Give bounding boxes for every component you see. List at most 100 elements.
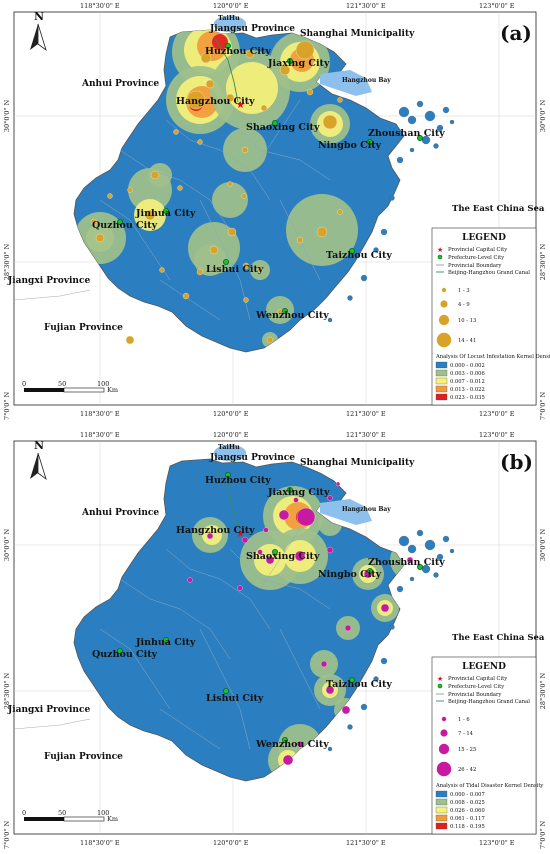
incidence-dot [296,507,316,527]
bottom-tick-label: 120°0'0" E [213,839,249,847]
prefecture-marker-icon [281,737,288,744]
left-tick-label: 28°30'0" N [3,672,11,709]
incidence-dot [380,603,390,613]
island [396,585,404,593]
county-boundary [119,149,231,231]
legend-prefecture-icon [437,683,443,689]
legend-density-title: Analysis Of Locust Infestation Kernel De… [435,354,550,360]
incidence-dot [263,527,269,533]
county-boundary [259,99,301,161]
density-hotspot [212,182,248,218]
county-boundary [165,548,271,630]
top-tick-label: 123°0'0" E [479,431,515,439]
left-tick-label: 27°0'0" N [3,392,11,420]
city-label-huzhou: Huzhou City [205,46,271,57]
legend-density-swatch [435,822,448,830]
legend-density-label: 0.061 - 0.117 [450,816,485,822]
incidence-dot [294,550,306,562]
incidence-dot [186,90,206,110]
scale-tick-50: 50 [58,380,66,388]
prefecture-marker-icon [222,258,229,265]
bottom-tick-label: 121°30'0" E [346,410,386,418]
legend-size-dot [436,332,452,348]
island [389,624,395,630]
incidence-dot [206,532,214,540]
island [449,548,455,554]
city-label-lishui: Lishui City [206,693,264,704]
legend-star-icon: ★ [437,246,443,254]
prefecture-marker-icon [224,471,231,478]
prefecture-marker-icon [117,648,124,655]
incidence-dot [182,292,190,300]
density-hotspot [194,244,226,276]
scale-tick-50: 50 [58,809,66,817]
incidence-dot [278,509,290,521]
north-label: N [34,10,44,23]
legend-size-dot [440,729,448,737]
prefecture-marker-icon [366,568,373,575]
legend-size-label: 1 - 3 [458,288,470,294]
incidence-dot [265,555,275,565]
incidence-dot [125,335,135,345]
legend-size-label: 14 - 41 [458,338,476,344]
legend-size-dot [441,716,447,722]
neighbor-boundary [13,718,91,730]
legend-prefecture: Prefecture-Level City [448,255,504,261]
incidence-dot [266,336,274,344]
top-tick-label: 121°30'0" E [346,2,386,10]
scale-tick-100: 100 [97,809,109,817]
incidence-dot [306,88,314,96]
island [360,274,368,282]
incidence-dot [344,624,352,632]
legend: LEGEND ★ Provincial Capital City Prefecture… [431,227,550,406]
scale-tick-0: 0 [22,380,26,388]
incidence-dot [196,268,204,276]
incidence-dot [282,754,294,766]
place-label-fujian: Fujian Province [44,752,123,762]
right-tick-label: 30°0'0" N [539,529,547,562]
place-label-taihu: TaiHu [218,14,240,22]
legend-size-dot [441,287,447,293]
taihu-lake [213,444,247,462]
city-label-hangzhou: Hangzhou City [176,96,255,107]
island [389,195,395,201]
top-tick-label: 120°0'0" E [213,431,249,439]
scale-unit: Km [107,386,118,394]
prefecture-marker-icon [162,207,169,214]
island [398,535,410,547]
place-label-taihu: TaiHu [218,443,240,451]
island [416,529,424,537]
city-label-hangzhou: Hangzhou City [176,525,255,536]
county-boundary [229,119,331,181]
right-tick-label: 27°0'0" N [539,392,547,420]
legend-density-swatch [435,361,448,369]
place-label-fujian: Fujian Province [44,323,123,333]
legend-boundary: Provincial Boundary [448,692,501,698]
legend-density-label: 0.007 - 0.012 [450,379,485,385]
city-label-wenzhou: Wenzhou City [255,310,329,321]
capital-star-icon: ★ [236,100,245,111]
incidence-dot [237,585,243,591]
place-label-jiangsu: Jiangsu Province [209,24,295,34]
left-tick-label: 30°0'0" N [3,529,11,562]
place-label-east_china_sea: The East China Sea [452,633,545,643]
incidence-dot [177,185,183,191]
grand-canal [215,39,239,103]
city-label-taizhou: Taizhou City [326,250,392,261]
prefecture-marker-icon [286,58,293,65]
top-tick-label: 120°0'0" E [213,2,249,10]
island [436,124,444,132]
island [442,535,450,543]
place-label-east_china_sea: The East China Sea [452,204,545,214]
city-label-taizhou: Taizhou City [326,679,392,690]
county-boundary [199,628,251,750]
prefecture-marker-icon [416,134,423,141]
prefecture-marker-icon [271,120,278,127]
legend-density-swatch [435,393,448,401]
incidence-dot [341,705,351,715]
legend-density-swatch [435,798,448,806]
incidence-dot [296,740,304,748]
incidence-dot [173,129,179,135]
